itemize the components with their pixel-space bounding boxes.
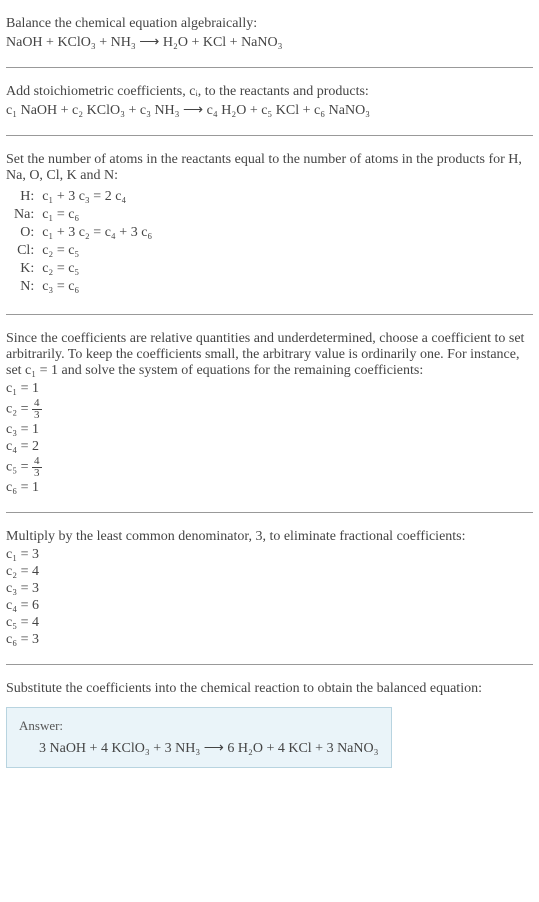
divider <box>6 314 533 315</box>
coeff-row: c₃ = 1 <box>6 422 533 438</box>
coeff-lhs: c₅ = <box>6 460 29 475</box>
fraction: 43 <box>32 398 42 421</box>
coeff-rhs: 1 <box>32 480 39 495</box>
coeff-lhs: c₃ = <box>6 581 29 596</box>
subst-text: Substitute the coefficients into the che… <box>6 681 533 697</box>
coeff-row: c₆ = 3 <box>6 632 533 648</box>
stoich-text: Add stoichiometric coefficients, cᵢ, to … <box>6 84 533 100</box>
atom-label: H: <box>10 188 38 206</box>
intro-equation: NaOH + KClO₃ + NH₃ ⟶ H₂O + KCl + NaNO₃ <box>6 34 533 51</box>
coeff-lhs: c₄ = <box>6 598 29 613</box>
table-row: H:c₁ + 3 c₃ = 2 c₄ <box>10 188 156 206</box>
stoich-equation: c₁ NaOH + c₂ KClO₃ + c₃ NH₃ ⟶ c₄ H₂O + c… <box>6 102 533 119</box>
atom-label: N: <box>10 278 38 296</box>
coeff-rhs: 2 <box>32 439 39 454</box>
stoich-section: Add stoichiometric coefficients, cᵢ, to … <box>6 76 533 127</box>
coeff-rhs: 3 <box>32 632 39 647</box>
atom-eq: c₃ = c₆ <box>38 278 156 296</box>
atom-eq: c₁ + 3 c₂ = c₄ + 3 c₆ <box>38 224 156 242</box>
frac-den: 3 <box>32 468 42 479</box>
coeff-row: c₆ = 1 <box>6 480 533 496</box>
coeff-rhs: 1 <box>32 381 39 396</box>
table-row: N:c₃ = c₆ <box>10 278 156 296</box>
coeff-lhs: c₃ = <box>6 422 29 437</box>
coeff-lhs: c₆ = <box>6 632 29 647</box>
intro-text: Balance the chemical equation algebraica… <box>6 16 533 32</box>
coeff-rhs: 3 <box>32 581 39 596</box>
coeff-lhs: c₂ = <box>6 564 29 579</box>
table-row: O:c₁ + 3 c₂ = c₄ + 3 c₆ <box>10 224 156 242</box>
underdet-text: Since the coefficients are relative quan… <box>6 331 533 379</box>
divider <box>6 67 533 68</box>
coeff-lhs: c₅ = <box>6 615 29 630</box>
coeff-lhs: c₂ = <box>6 402 29 417</box>
atom-label: O: <box>10 224 38 242</box>
coeff-lhs: c₆ = <box>6 480 29 495</box>
coeff-row: c₃ = 3 <box>6 581 533 597</box>
atom-eq: c₁ + 3 c₃ = 2 c₄ <box>38 188 156 206</box>
coeff-rhs: 1 <box>32 422 39 437</box>
coeff-row: c₅ = 4 <box>6 615 533 631</box>
coeff-row: c₂ = 43 <box>6 398 533 421</box>
coeff-rhs: 3 <box>32 547 39 562</box>
atom-label: K: <box>10 260 38 278</box>
table-row: Cl:c₂ = c₅ <box>10 242 156 260</box>
coeff-lhs: c₄ = <box>6 439 29 454</box>
answer-equation: 3 NaOH + 4 KClO₃ + 3 NH₃ ⟶ 6 H₂O + 4 KCl… <box>19 740 379 757</box>
coeff-row: c₄ = 6 <box>6 598 533 614</box>
subst-section: Substitute the coefficients into the che… <box>6 673 533 774</box>
atoms-text: Set the number of atoms in the reactants… <box>6 152 533 184</box>
coeff-list-frac: c₁ = 1 c₂ = 43 c₃ = 1 c₄ = 2 c₅ = 43 c₆ … <box>6 381 533 496</box>
table-row: K:c₂ = c₅ <box>10 260 156 278</box>
coeff-row: c₄ = 2 <box>6 439 533 455</box>
fraction: 43 <box>32 456 42 479</box>
lcd-section: Multiply by the least common denominator… <box>6 521 533 656</box>
coeff-rhs: 4 <box>32 564 39 579</box>
atoms-section: Set the number of atoms in the reactants… <box>6 144 533 306</box>
lcd-text: Multiply by the least common denominator… <box>6 529 533 545</box>
coeff-rhs: 6 <box>32 598 39 613</box>
atom-label: Cl: <box>10 242 38 260</box>
underdet-section: Since the coefficients are relative quan… <box>6 323 533 504</box>
coeff-rhs: 4 <box>32 615 39 630</box>
coeff-row: c₅ = 43 <box>6 456 533 479</box>
atom-eq: c₂ = c₅ <box>38 242 156 260</box>
intro-section: Balance the chemical equation algebraica… <box>6 8 533 59</box>
atom-eq: c₁ = c₆ <box>38 206 156 224</box>
answer-box: Answer: 3 NaOH + 4 KClO₃ + 3 NH₃ ⟶ 6 H₂O… <box>6 707 392 768</box>
divider <box>6 512 533 513</box>
atom-eq: c₂ = c₅ <box>38 260 156 278</box>
coeff-row: c₁ = 3 <box>6 547 533 563</box>
coeff-row: c₂ = 4 <box>6 564 533 580</box>
atom-label: Na: <box>10 206 38 224</box>
coeff-lhs: c₁ = <box>6 547 29 562</box>
coeff-lhs: c₁ = <box>6 381 29 396</box>
divider <box>6 135 533 136</box>
coeff-row: c₁ = 1 <box>6 381 533 397</box>
coeff-list-int: c₁ = 3 c₂ = 4 c₃ = 3 c₄ = 6 c₅ = 4 c₆ = … <box>6 547 533 648</box>
answer-label: Answer: <box>19 718 379 734</box>
frac-den: 3 <box>32 410 42 421</box>
page-container: Balance the chemical equation algebraica… <box>0 0 539 782</box>
divider <box>6 664 533 665</box>
table-row: Na:c₁ = c₆ <box>10 206 156 224</box>
atoms-table: H:c₁ + 3 c₃ = 2 c₄ Na:c₁ = c₆ O:c₁ + 3 c… <box>10 188 156 296</box>
